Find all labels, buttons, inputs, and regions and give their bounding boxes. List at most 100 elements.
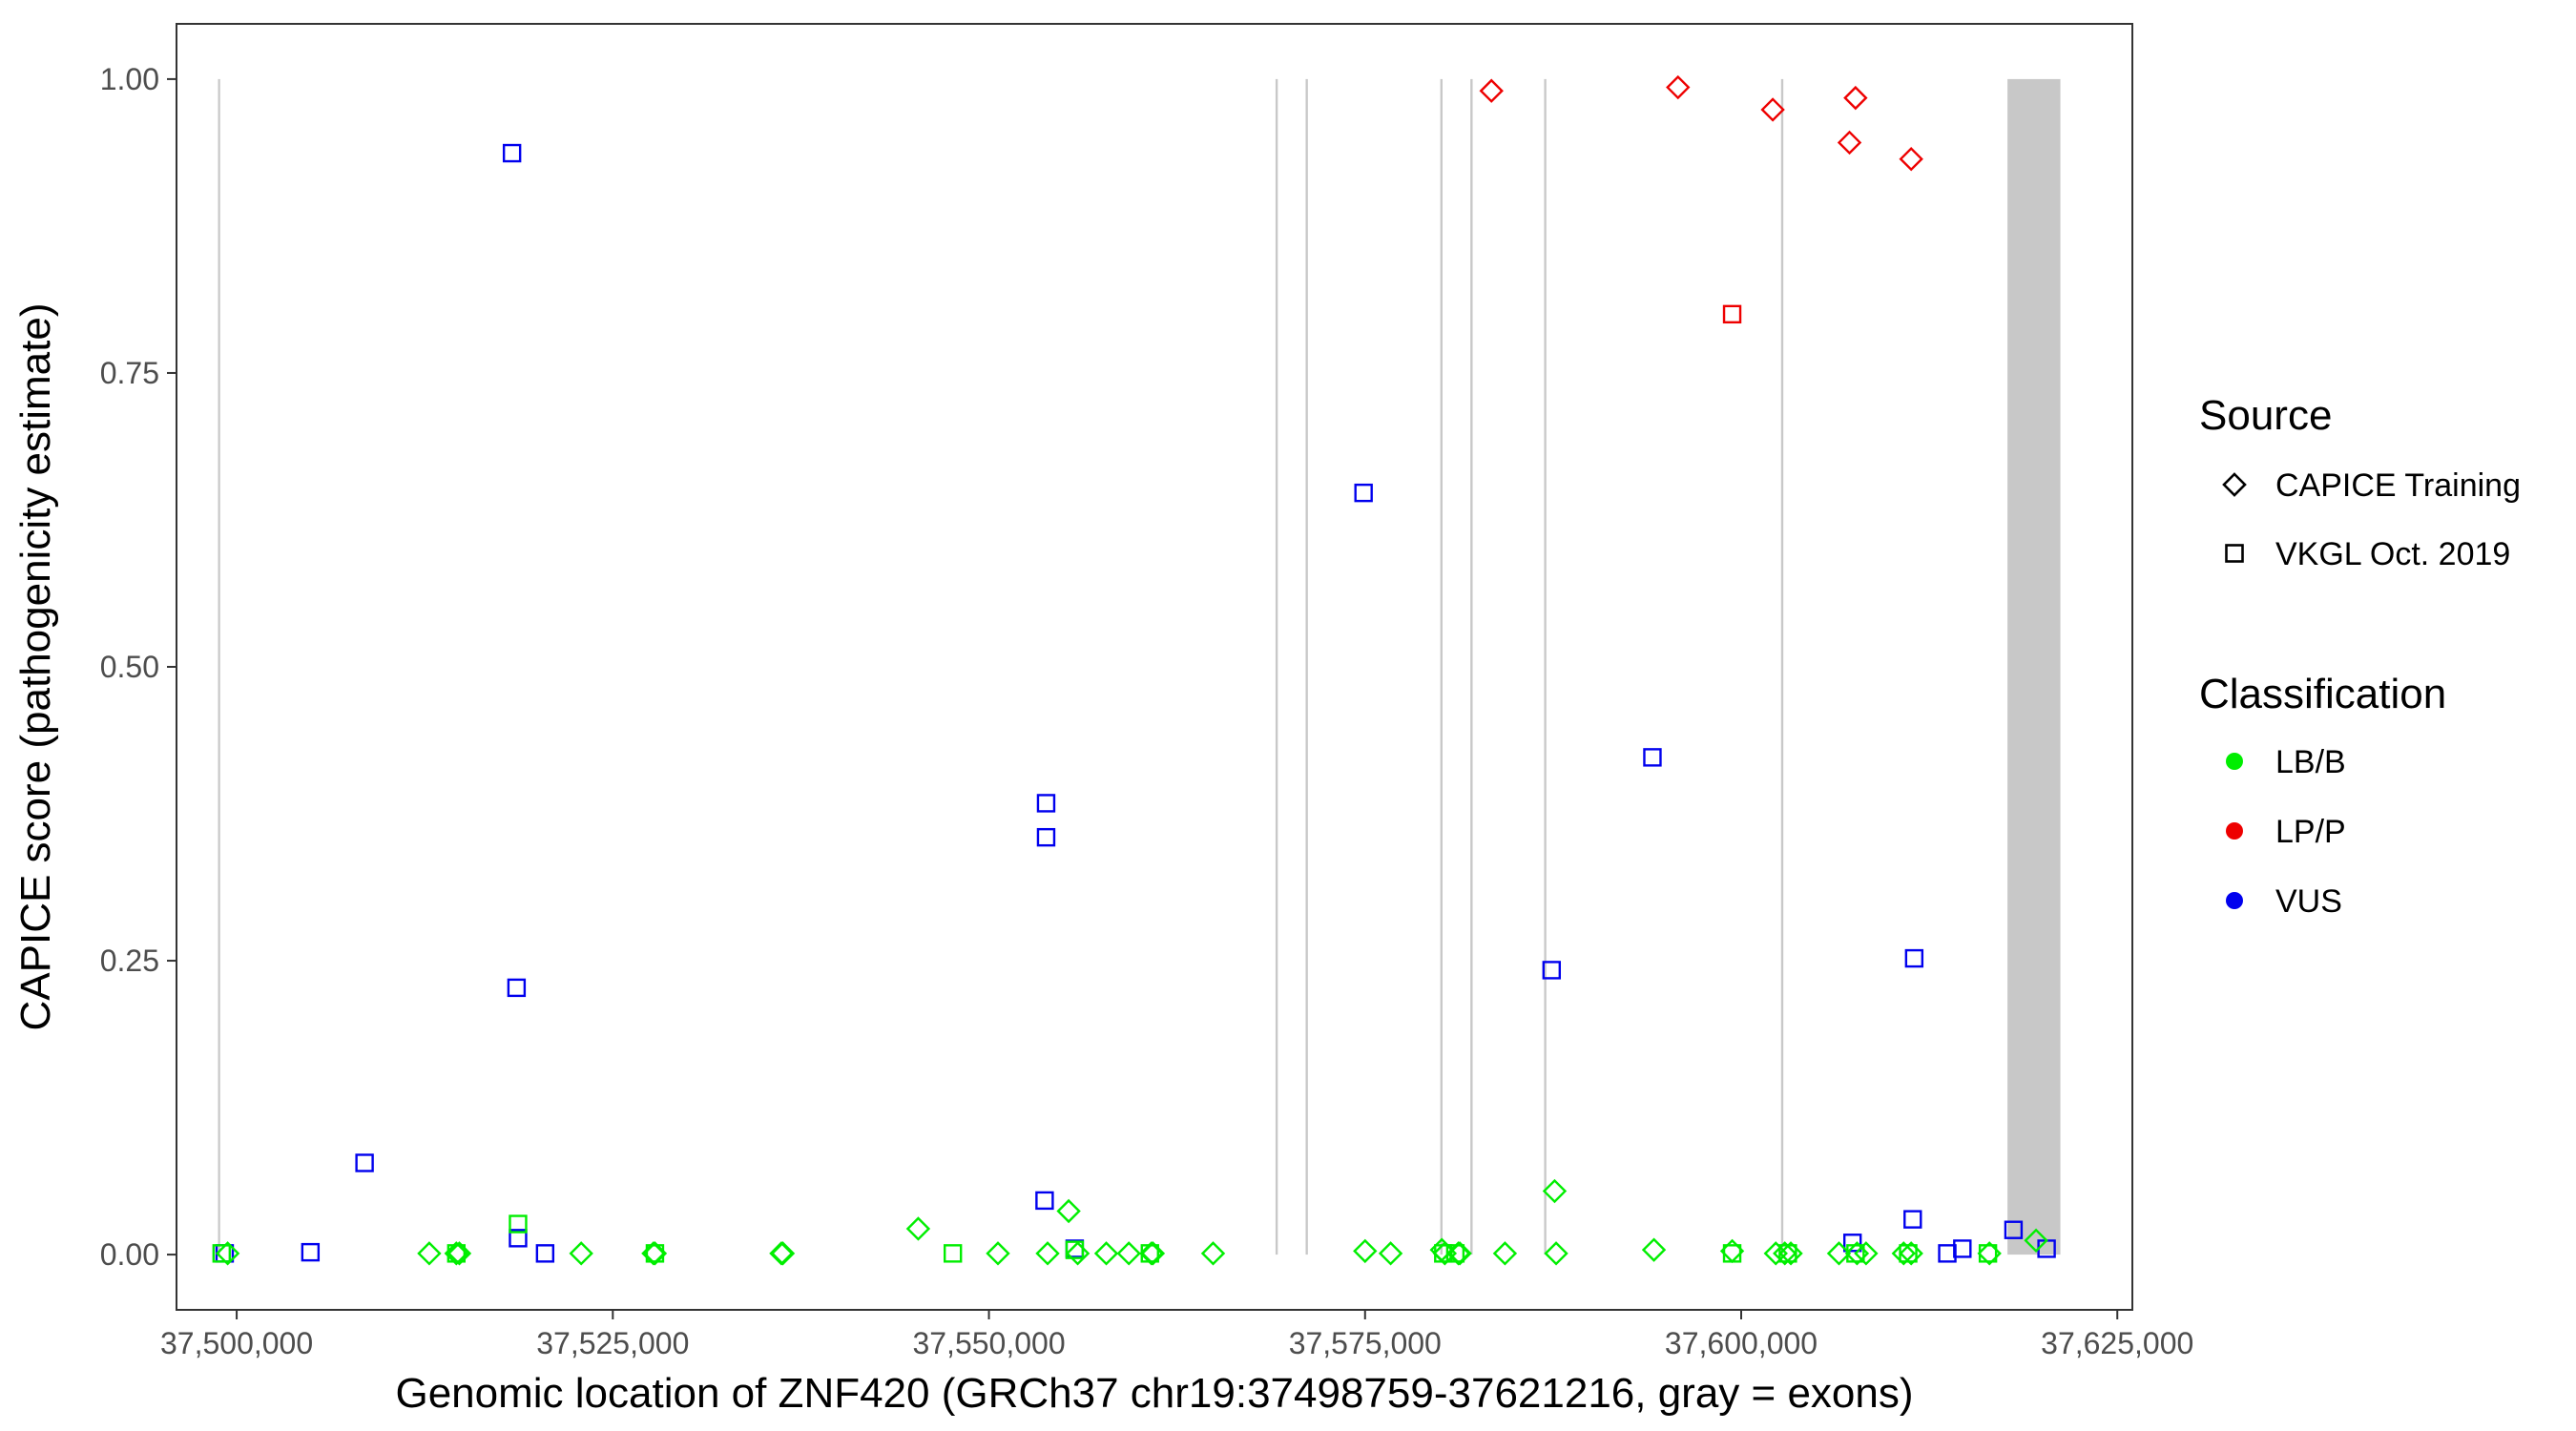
data-point-square <box>1035 1191 1054 1211</box>
data-point-diamond <box>447 1241 472 1266</box>
point-layer <box>212 74 2056 1266</box>
data-point-diamond <box>1056 1198 1081 1224</box>
data-point-square <box>1722 304 1742 324</box>
data-point-square <box>1065 1240 1085 1259</box>
data-point-diamond <box>1065 1241 1091 1266</box>
data-point-diamond <box>1116 1241 1141 1266</box>
data-point-square <box>1722 1244 1742 1263</box>
data-point-square <box>1036 794 1056 813</box>
data-point-diamond <box>1479 78 1504 103</box>
data-point-square <box>355 1153 374 1172</box>
legend-source-title: Source <box>2199 392 2332 439</box>
data-point-square <box>1846 1244 1865 1263</box>
legend-label: VKGL Oct. 2019 <box>2275 536 2510 572</box>
data-point-square <box>535 1244 555 1263</box>
legend-label: VUS <box>2275 883 2342 920</box>
data-point-square <box>1643 748 1662 767</box>
data-point-square <box>1036 827 1056 847</box>
data-point-diamond <box>1641 1237 1667 1262</box>
data-point-diamond <box>1035 1241 1060 1266</box>
square-key-icon <box>2225 544 2244 563</box>
data-point-diamond <box>1891 1241 1917 1266</box>
data-point-square <box>1899 1244 1918 1263</box>
diamond-key-icon <box>2222 472 2247 497</box>
data-point-diamond <box>770 1241 796 1266</box>
color-key-icon <box>2226 753 2243 770</box>
y-tick-label: 0.00 <box>100 1237 159 1272</box>
legend-item-vkgl: VKGL Oct. 2019 <box>2225 536 2510 572</box>
exon-band <box>1470 78 1473 1255</box>
x-tick-label: 37,600,000 <box>1665 1326 1818 1360</box>
legend-item-vus: VUS <box>2226 883 2342 920</box>
legend-item-capice-training: CAPICE Training <box>2222 467 2521 504</box>
x-tick-label: 37,525,000 <box>536 1326 689 1360</box>
x-tick-label: 37,625,000 <box>2041 1326 2193 1360</box>
data-point-diamond <box>1760 97 1785 122</box>
data-point-square <box>1140 1244 1159 1263</box>
data-point-diamond <box>1837 130 1862 156</box>
data-point-diamond <box>1544 1241 1568 1266</box>
data-point-square <box>1542 961 1562 980</box>
color-key-icon <box>2226 892 2243 909</box>
x-axis-title: Genomic location of ZNF420 (GRCh37 chr19… <box>395 1370 1913 1417</box>
x-tick-label: 37,550,000 <box>912 1326 1065 1360</box>
data-point-square <box>943 1244 963 1263</box>
legend-label: LP/P <box>2275 814 2346 850</box>
data-point-square <box>212 1244 232 1263</box>
exon-band <box>2007 78 2061 1255</box>
legend-item-lp-p: LP/P <box>2226 814 2346 850</box>
data-point-square <box>2004 1220 2024 1239</box>
data-point-diamond <box>1899 147 1923 172</box>
exon-band <box>1780 78 1784 1255</box>
data-point-diamond <box>417 1241 442 1266</box>
data-point-square <box>1778 1244 1797 1263</box>
data-point-square <box>507 978 527 998</box>
y-tick-label: 0.50 <box>100 650 159 684</box>
legend-label: LB/B <box>2275 744 2346 780</box>
legend-classification-title: Classification <box>2199 671 2446 717</box>
y-tick-label: 1.00 <box>100 62 159 96</box>
data-point-square <box>509 1229 528 1248</box>
data-point-diamond <box>1447 1241 1472 1266</box>
data-point-square <box>447 1244 467 1263</box>
data-point-diamond <box>1899 1241 1923 1266</box>
exon-band <box>1305 78 1308 1255</box>
data-point-diamond <box>1542 1178 1568 1204</box>
data-point-diamond <box>1492 1241 1518 1266</box>
data-point-square <box>1904 948 1924 968</box>
y-axis-title: CAPICE score (pathogenicity estimate) <box>12 303 59 1031</box>
axis-layer: 37,500,000 37,525,000 37,550,000 37,575,000… <box>100 62 2194 1360</box>
data-point-square <box>301 1242 321 1262</box>
data-point-square <box>1903 1210 1922 1229</box>
x-tick-label: 37,500,000 <box>160 1326 313 1360</box>
data-point-diamond <box>1200 1241 1226 1266</box>
exon-layer <box>218 78 2061 1255</box>
data-point-diamond <box>905 1216 931 1241</box>
data-point-diamond <box>986 1241 1010 1266</box>
data-point-square <box>645 1244 665 1263</box>
data-point-square <box>1978 1244 1998 1263</box>
data-point-diamond <box>1773 1241 1797 1266</box>
legend: Source CAPICE Training VKGL Oct. 2019 Cl… <box>2199 392 2521 920</box>
data-point-diamond <box>2024 1228 2048 1253</box>
exon-band <box>218 78 220 1255</box>
data-point-diamond <box>1093 1241 1119 1266</box>
x-tick-label: 37,575,000 <box>1289 1326 1442 1360</box>
data-point-diamond <box>1843 85 1868 111</box>
data-point-diamond <box>1353 1238 1378 1264</box>
data-point-square <box>1938 1244 1957 1263</box>
data-point-square <box>1354 483 1373 503</box>
data-point-square <box>502 143 522 163</box>
data-point-square <box>1953 1239 1972 1258</box>
data-point-diamond <box>1666 74 1691 100</box>
exon-band <box>1544 78 1547 1255</box>
data-point-square <box>1434 1244 1453 1263</box>
data-point-square <box>509 1214 528 1234</box>
data-point-square <box>1842 1234 1862 1253</box>
data-point-diamond <box>215 1241 240 1266</box>
exon-band <box>1275 78 1278 1255</box>
data-point-diamond <box>1854 1241 1879 1266</box>
y-tick-label: 0.25 <box>100 944 159 978</box>
data-point-diamond <box>1778 1241 1803 1266</box>
